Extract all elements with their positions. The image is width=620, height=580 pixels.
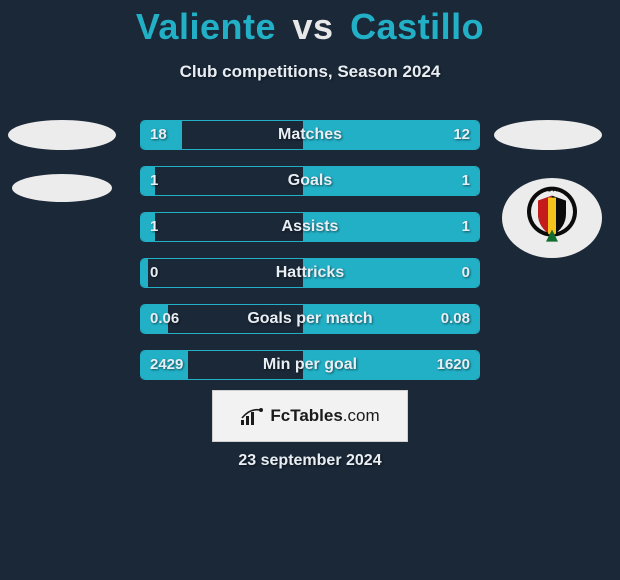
stat-bars: Matches1812Goals11Assists11Hattricks00Go… (140, 120, 480, 396)
date-label: 23 september 2024 (0, 452, 620, 470)
stat-bar: Min per goal2429 1620 (140, 350, 480, 380)
stat-bar-value-left: 1 (150, 167, 158, 195)
subtitle: Club competitions, Season 2024 (0, 62, 620, 82)
stat-bar-value-right: 1620 (437, 351, 470, 379)
stat-bar-label: Goals (141, 167, 479, 195)
stat-bar: Hattricks0 0 (140, 258, 480, 288)
fctables-text: FcTables.com (270, 406, 379, 426)
fctables-icon (240, 406, 264, 426)
vs-label: vs (293, 6, 334, 47)
left-club-logo (8, 120, 116, 202)
stat-bar-value-left: 1 (150, 213, 158, 241)
stat-bar-label: Assists (141, 213, 479, 241)
right-club-logo-top (494, 120, 602, 150)
right-club-ellipse (494, 120, 602, 150)
stat-bar-value-left: 0.06 (150, 305, 179, 333)
stat-bar-value-left: 0 (150, 259, 158, 287)
fctables-tld: .com (343, 406, 380, 425)
title: Valiente vs Castillo (0, 0, 620, 48)
shield-icon: C A (516, 184, 588, 250)
stat-bar-label: Min per goal (141, 351, 479, 379)
stat-bar-label: Hattricks (141, 259, 479, 287)
stat-bar: Matches18 12 (140, 120, 480, 150)
stat-bar-value-right: 1 (462, 167, 470, 195)
stat-bar: Goals per match0.06 0.08 (140, 304, 480, 334)
stat-bar-label: Matches (141, 121, 479, 149)
stat-bar-label: Goals per match (141, 305, 479, 333)
svg-text:C A: C A (547, 188, 558, 194)
left-club-ellipse-2 (12, 174, 112, 202)
stat-bar: Goals1 1 (140, 166, 480, 196)
left-club-ellipse-1 (8, 120, 116, 150)
player2-name: Castillo (350, 6, 484, 47)
stat-bar-value-left: 2429 (150, 351, 183, 379)
stat-bar-value-right: 0 (462, 259, 470, 287)
right-club-badge-bg: C A (502, 178, 602, 258)
fctables-name: FcTables (270, 406, 342, 425)
stat-bar: Assists1 1 (140, 212, 480, 242)
player1-name: Valiente (136, 6, 276, 47)
stat-bar-value-right: 0.08 (441, 305, 470, 333)
fctables-badge: FcTables.com (212, 390, 408, 442)
stat-bar-value-left: 18 (150, 121, 167, 149)
comparison-card: Valiente vs Castillo Club competitions, … (0, 0, 620, 580)
right-club-badge: C A (502, 178, 602, 258)
stat-bar-value-right: 1 (462, 213, 470, 241)
stat-bar-value-right: 12 (453, 121, 470, 149)
